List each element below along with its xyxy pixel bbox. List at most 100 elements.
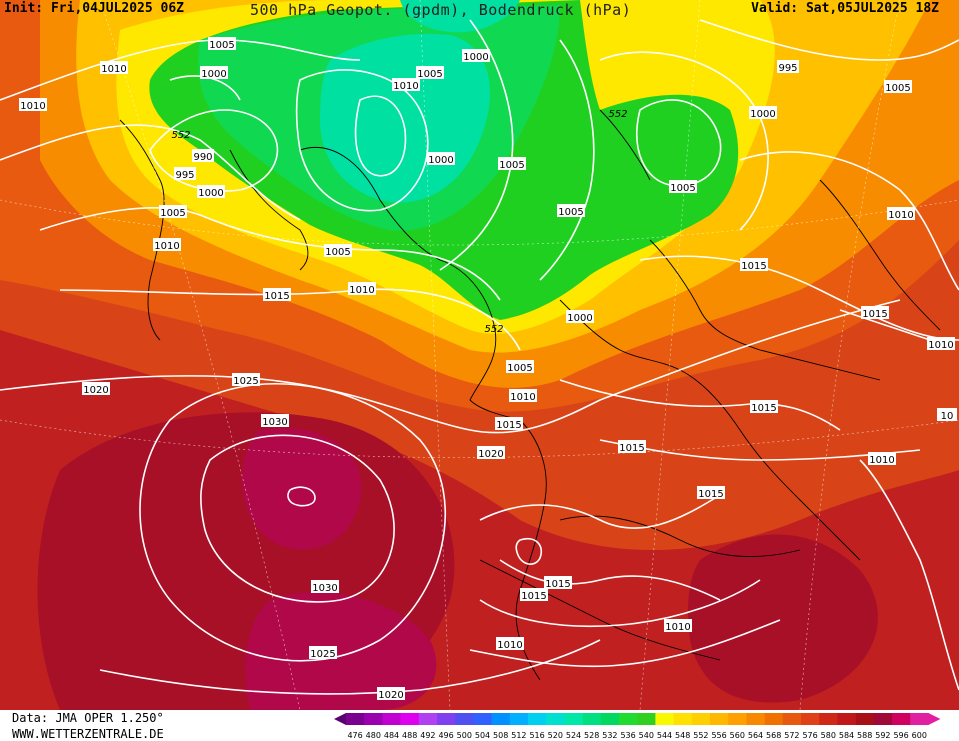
legend-swatch (528, 713, 547, 725)
legend-tick-label: 560 (730, 731, 745, 740)
init-time: Init: Fri,04JUL2025 06Z (4, 1, 185, 16)
weather-map: 1005 1010 1000 1005 1000 1010 1010 995 1… (0, 0, 959, 710)
legend-tick-label: 552 (693, 731, 708, 740)
isobar-label: 1010 (510, 392, 535, 403)
isobar-label: 1020 (378, 690, 403, 701)
legend-swatch (364, 713, 383, 725)
isobar-label: 1000 (201, 69, 226, 80)
isobar-labels: 1005 1010 1000 1005 1000 1010 1010 995 1… (19, 37, 957, 701)
legend-tick-label: 568 (766, 731, 781, 740)
isobar-label: 990 (193, 152, 212, 163)
legend-swatch (710, 713, 729, 725)
color-legend: 476 480 484 488 492 496 500 504 508 512 516 520 524 5… (334, 713, 941, 740)
legend-swatch (691, 713, 711, 725)
legend-swatch (873, 713, 893, 725)
legend-tick-label: 556 (711, 731, 726, 740)
legend-tick-label: 500 (457, 731, 472, 740)
isobar-label: 1010 (154, 241, 179, 252)
legend-swatch (746, 713, 765, 725)
legend-swatch (855, 713, 875, 725)
height-label: 552 (484, 324, 503, 335)
legend-tick-label: 508 (493, 731, 508, 740)
legend-swatch (655, 713, 674, 725)
legend-swatch (564, 713, 583, 725)
legend-swatch (418, 713, 438, 725)
legend-swatch (582, 713, 602, 725)
legend-swatch (346, 713, 365, 725)
legend-swatch (437, 713, 456, 725)
isobar-label: 1010 (20, 101, 45, 112)
legend-tick-label: 516 (529, 731, 544, 740)
isobar-label: 10 (941, 411, 954, 422)
legend-swatch (801, 713, 820, 725)
isobar-label: 1010 (393, 81, 418, 92)
isobar-label: 1005 (558, 207, 583, 218)
legend-tick-label: 524 (566, 731, 581, 740)
band-592-east (688, 534, 878, 703)
legend-swatch (837, 713, 856, 725)
legend-tick-label: 512 (511, 731, 526, 740)
legend-swatch (400, 713, 420, 725)
height-label: 552 (608, 109, 627, 120)
isobar-label: 1015 (619, 443, 644, 454)
height-label: 552 (171, 130, 190, 141)
legend-swatch (473, 713, 492, 725)
legend-swatch (764, 713, 784, 725)
legend-tick-label: 480 (366, 731, 381, 740)
isobar-label: 1000 (198, 188, 223, 199)
legend-tick-label: 476 (347, 731, 362, 740)
legend-tick-label: 504 (475, 731, 490, 740)
isobar-label: 1005 (507, 363, 532, 374)
band-532-north (400, 0, 520, 33)
valid-time: Valid: Sat,05JUL2025 18Z (751, 1, 939, 16)
legend-arrow-right (928, 713, 941, 725)
graticule (0, 0, 959, 710)
legend-tick-label: 600 (912, 731, 927, 740)
legend-swatch (637, 713, 656, 725)
isobar-label: 995 (778, 63, 797, 74)
isobar-label: 1020 (478, 449, 503, 460)
isobar-label: 1015 (741, 261, 766, 272)
legend-tick-label: 592 (875, 731, 890, 740)
coastlines (119, 109, 941, 681)
legend-swatch (910, 713, 929, 725)
isobar-label: 1015 (264, 291, 289, 302)
legend-tick-label: 548 (675, 731, 690, 740)
legend-tick-label: 540 (639, 731, 654, 740)
isobar-label: 1005 (160, 208, 185, 219)
legend-swatch (546, 713, 565, 725)
isobar-label: 1010 (665, 622, 690, 633)
legend-tick-label: 532 (602, 731, 617, 740)
legend-tick-label: 564 (748, 731, 763, 740)
isobar-label: 1025 (310, 649, 335, 660)
isobar-label: 1000 (750, 109, 775, 120)
legend-swatch (455, 713, 474, 725)
band-596 (241, 428, 362, 550)
isobar-label: 1015 (862, 309, 887, 320)
legend-tick-label: 496 (438, 731, 453, 740)
isobar-label: 1015 (496, 420, 521, 431)
legend-arrow-left (334, 713, 346, 725)
isobar-label: 1010 (928, 340, 953, 351)
legend-tick-label: 544 (657, 731, 672, 740)
isobar-label: 1010 (349, 285, 374, 296)
legend-tick-label: 596 (893, 731, 908, 740)
legend-tick-label: 580 (821, 731, 836, 740)
legend-tick-label: 528 (584, 731, 599, 740)
isobar-label: 1005 (885, 83, 910, 94)
legend-tick-label: 536 (620, 731, 635, 740)
legend-swatch (619, 713, 638, 725)
isobar-label: 1025 (233, 376, 258, 387)
legend-tick-label: 488 (402, 731, 417, 740)
legend-swatch (673, 713, 693, 725)
isobar-label: 1000 (463, 52, 488, 63)
legend-swatch (782, 713, 802, 725)
isobar-label: 1005 (325, 247, 350, 258)
isobar-label: 1030 (312, 583, 337, 594)
isobar-label: 1020 (83, 385, 108, 396)
legend-swatch (382, 713, 401, 725)
isobar-label: 1010 (888, 210, 913, 221)
website: WWW.WETTERZENTRALE.DE (12, 727, 164, 741)
legend-tick-label: 572 (784, 731, 799, 740)
legend-tick-label: 492 (420, 731, 435, 740)
